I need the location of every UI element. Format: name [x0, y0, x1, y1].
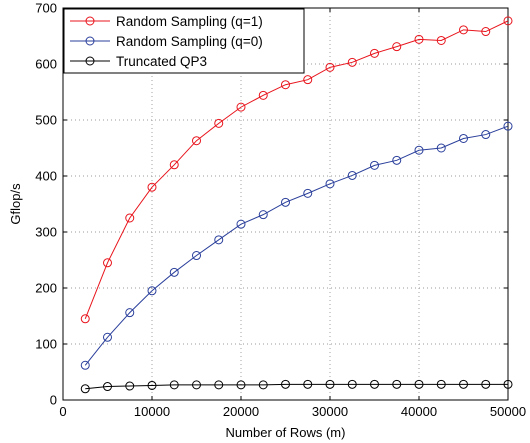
legend-label: Truncated QP3 [116, 54, 207, 69]
data-point [392, 42, 402, 52]
data-point [503, 121, 513, 131]
data-point [281, 80, 290, 90]
data-point [103, 382, 112, 392]
data-point [347, 170, 357, 180]
y-tick-label: 200 [35, 281, 57, 296]
data-point [503, 16, 513, 26]
data-point [303, 379, 313, 389]
data-point [103, 258, 112, 268]
y-tick-label: 700 [35, 1, 57, 16]
data-point [436, 379, 446, 389]
data-point [258, 210, 268, 220]
legend-marker [85, 36, 95, 46]
y-tick-label: 300 [35, 225, 57, 240]
x-tick-label: 50000 [490, 404, 526, 419]
series-random-sampling-q-0 [80, 121, 513, 370]
data-point [392, 155, 402, 165]
y-tick-label: 500 [35, 113, 57, 128]
data-point [147, 380, 157, 390]
data-point [481, 379, 491, 389]
x-tick-label: 0 [59, 404, 66, 419]
data-point [370, 48, 379, 58]
data-point [303, 75, 313, 85]
legend-item: Random Sampling (q=0) [70, 34, 263, 49]
y-tick-label: 600 [35, 57, 57, 72]
legend: Random Sampling (q=1) Random Sampling (q=… [63, 8, 305, 74]
data-point [347, 379, 357, 389]
data-point [192, 251, 201, 261]
y-axis-title: Gflop/s [8, 183, 23, 225]
series-random-sampling-q-1 [80, 16, 513, 324]
data-point [281, 379, 290, 389]
legend-marker [85, 16, 95, 26]
plot-box [62, 7, 509, 401]
data-point [325, 379, 335, 389]
grid [63, 8, 508, 400]
data-point [169, 267, 179, 277]
data-point [258, 90, 268, 100]
data-point [80, 314, 90, 324]
data-point [414, 145, 424, 155]
x-tick-label: 20000 [223, 404, 259, 419]
y-tick-label: 100 [35, 337, 57, 352]
legend-item: Truncated QP3 [70, 54, 207, 69]
x-tick-label: 30000 [312, 404, 348, 419]
data-point [281, 197, 290, 207]
y-tick-label: 400 [35, 169, 57, 184]
data-point [459, 133, 468, 143]
data-point [169, 160, 179, 170]
data-point [325, 179, 335, 189]
data-point [370, 160, 379, 170]
data-point [103, 332, 112, 342]
data-point [169, 380, 179, 390]
data-point [258, 380, 268, 390]
data-point [125, 213, 135, 223]
data-point [370, 379, 379, 389]
x-axis-title: Number of Rows (m) [226, 425, 346, 440]
data-point [192, 380, 201, 390]
data-point [236, 380, 246, 390]
data-point [481, 130, 491, 140]
data-point [303, 188, 313, 198]
x-tick-label: 10000 [134, 404, 170, 419]
data-point [147, 182, 157, 192]
legend-item: Random Sampling (q=1) [70, 14, 263, 29]
data-point [347, 57, 357, 67]
axis-ticks: 0 10000 20000 30000 40000 50000 0 100 200 300 400 5… [35, 1, 526, 420]
data-point [503, 379, 513, 389]
data-point [192, 136, 201, 146]
data-point [414, 34, 424, 44]
data-point [325, 62, 335, 72]
data-point [481, 27, 491, 37]
data-point [459, 25, 468, 35]
y-tick-label: 0 [50, 393, 57, 408]
data-point [436, 143, 446, 153]
plot-frame [62, 7, 509, 401]
data-point [392, 379, 402, 389]
legend-label: Random Sampling (q=1) [116, 14, 263, 29]
data-point [125, 381, 135, 391]
series-truncated-qp3 [80, 379, 513, 394]
data-point [80, 360, 90, 370]
data-point [414, 379, 424, 389]
data-point [436, 35, 446, 45]
series-line [84, 125, 509, 366]
data-point [214, 380, 224, 390]
data-point [236, 219, 246, 229]
data-point [125, 308, 135, 318]
series-layer [80, 16, 513, 394]
x-tick-label: 40000 [401, 404, 437, 419]
legend-marker [85, 56, 95, 66]
data-point [214, 235, 224, 245]
data-point [147, 286, 157, 296]
legend-label: Random Sampling (q=0) [116, 34, 263, 49]
data-point [236, 102, 246, 112]
data-point [80, 384, 90, 394]
data-point [214, 118, 224, 128]
data-point [459, 379, 468, 389]
